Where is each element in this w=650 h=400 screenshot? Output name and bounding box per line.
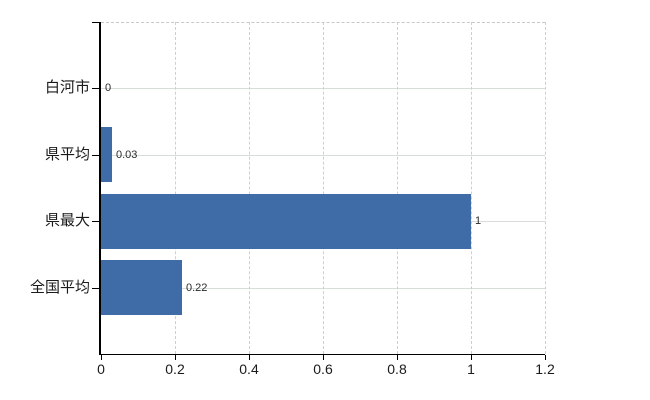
x-axis-tick-label: 0.8 — [387, 361, 407, 377]
y-axis-end-tick — [92, 22, 99, 23]
bar-value-label: 0.03 — [116, 149, 138, 161]
y-axis-tick — [92, 155, 99, 156]
category-label: 白河市 — [44, 79, 90, 96]
bar — [101, 260, 182, 315]
y-axis-line — [99, 22, 101, 355]
x-axis-line — [99, 354, 545, 355]
vertical-gridline — [175, 22, 176, 354]
x-axis-tick — [323, 355, 324, 360]
x-axis-tick — [249, 355, 250, 360]
vertical-gridline — [397, 22, 398, 354]
vertical-gridline — [249, 22, 250, 354]
y-axis-tick — [92, 221, 99, 222]
vertical-gridline — [545, 22, 546, 354]
x-axis-tick-label: 1.2 — [535, 361, 555, 377]
vertical-gridline — [323, 22, 324, 354]
x-axis-tick-label: 0.2 — [165, 361, 185, 377]
bar-value-label: 1 — [475, 215, 482, 227]
category-label: 県最大 — [44, 212, 90, 229]
bar — [101, 127, 112, 182]
bar-value-label: 0.22 — [186, 282, 208, 294]
x-axis-tick — [101, 355, 102, 360]
vertical-gridline — [471, 22, 472, 354]
y-axis-tick — [92, 288, 99, 289]
category-label: 全国平均 — [29, 279, 90, 296]
x-axis-tick-label: 0.6 — [313, 361, 333, 377]
x-axis-tick-label: 1 — [467, 361, 475, 377]
bar-value-label: 0 — [105, 82, 112, 94]
category-label: 県平均 — [44, 146, 90, 163]
x-axis-tick-label: 0.4 — [239, 361, 259, 377]
x-axis-tick — [545, 355, 546, 360]
plot-border-top — [101, 22, 545, 23]
y-axis-tick — [92, 88, 99, 89]
x-axis-tick-label: 0 — [97, 361, 105, 377]
bar — [101, 194, 471, 249]
x-axis-tick — [471, 355, 472, 360]
x-axis-tick — [397, 355, 398, 360]
x-axis-tick — [175, 355, 176, 360]
